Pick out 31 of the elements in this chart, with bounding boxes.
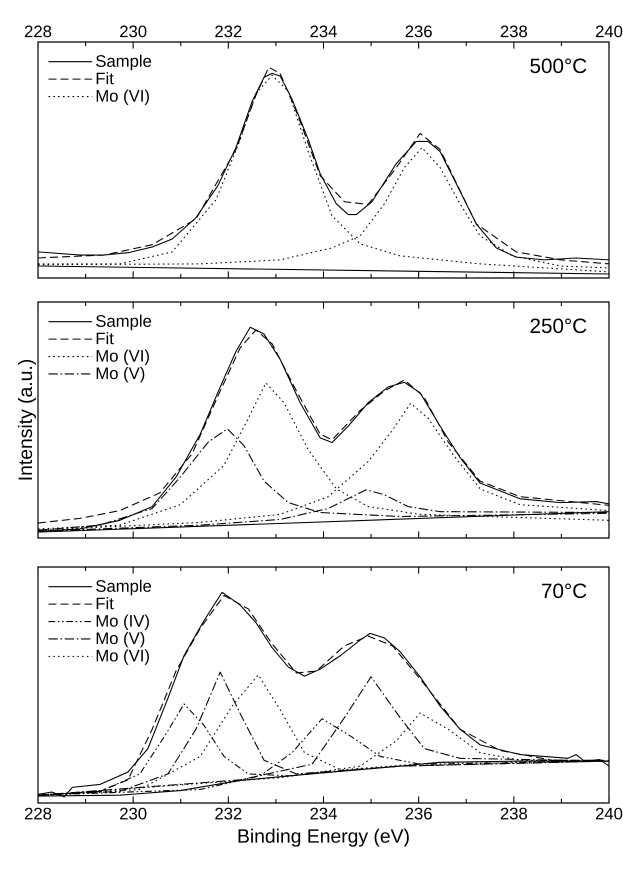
chart-title: 70°C xyxy=(542,584,586,598)
x-tick-label: 230 xyxy=(120,808,146,820)
x-tick-label: 232 xyxy=(215,808,242,820)
chart-title: 500°C xyxy=(530,58,586,74)
x-tick-label: 240 xyxy=(596,26,622,38)
legend-label: Sample xyxy=(96,54,152,70)
x-tick-label: 238 xyxy=(500,26,528,38)
legend-label: Mo (IV) xyxy=(96,614,149,630)
x-tick-label: 228 xyxy=(24,26,52,38)
legend-label: Mo (VI) xyxy=(96,349,149,366)
legend-label: Sample xyxy=(96,314,152,330)
legend-label: Fit xyxy=(96,597,114,610)
x-axis-title: Binding Energy (eV) xyxy=(238,828,409,847)
legend-label: Fit xyxy=(96,332,114,344)
x-tick-label: 234 xyxy=(310,808,337,820)
legend-label: Mo (VI) xyxy=(96,89,149,106)
x-tick-label: 238 xyxy=(500,808,528,820)
chart-title: 250°C xyxy=(530,318,586,334)
x-tick-label: 240 xyxy=(596,808,622,820)
legend-label: Mo (V) xyxy=(96,366,144,382)
legend-label: Mo (V) xyxy=(96,632,144,648)
x-tick-label: 230 xyxy=(120,26,146,38)
x-tick-label: 236 xyxy=(406,26,432,38)
x-tick-label: 234 xyxy=(310,26,337,38)
x-tick-label: 232 xyxy=(215,26,242,38)
legend-label: Mo (VI) xyxy=(96,649,149,665)
legend-label: Fit xyxy=(96,72,114,84)
x-tick-label: 228 xyxy=(24,808,52,820)
x-tick-label: 236 xyxy=(406,808,432,820)
y-axis-title: Intensity (a.u.) xyxy=(18,360,36,480)
legend-label: Sample xyxy=(96,580,152,596)
